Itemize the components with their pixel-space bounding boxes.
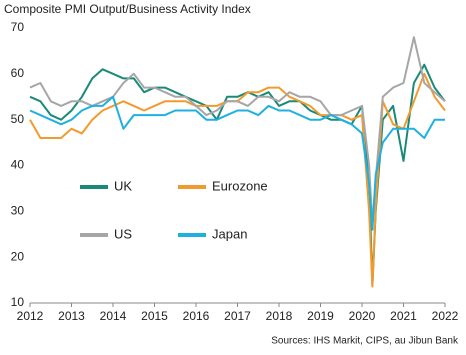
x-tick-label: 2020 [349, 309, 376, 323]
x-tick-label: 2015 [141, 309, 168, 323]
x-tick-label: 2017 [224, 309, 251, 323]
series-line [29, 95, 445, 231]
x-tick-label: 2019 [307, 309, 334, 323]
legend-label: US [114, 226, 132, 241]
source-note: Sources: IHS Markit, CIPS, au Jibun Bank [271, 336, 459, 347]
y-tick-label: 30 [11, 204, 25, 218]
x-tick-label: 2022 [432, 309, 459, 323]
y-tick-label: 10 [11, 295, 25, 309]
x-tick-label: 2018 [266, 309, 293, 323]
y-tick-label: 50 [11, 112, 25, 126]
x-tick-label: 2013 [58, 309, 85, 323]
x-tick-label: 2021 [390, 309, 417, 323]
legend-label: Japan [212, 226, 247, 241]
x-tick-label: 2016 [183, 309, 210, 323]
y-tick-label: 40 [11, 158, 25, 172]
y-tick-label: 70 [11, 20, 25, 34]
legend-label: UK [114, 178, 132, 193]
chart-title: Composite PMI Output/Business Activity I… [4, 2, 251, 16]
series-line [29, 72, 446, 288]
legend-label: Eurozone [212, 178, 268, 193]
x-tick-label: 2012 [17, 309, 44, 323]
y-tick-label: 60 [11, 66, 25, 80]
x-tick-label: 2014 [100, 309, 127, 323]
y-tick-label: 20 [11, 249, 25, 263]
